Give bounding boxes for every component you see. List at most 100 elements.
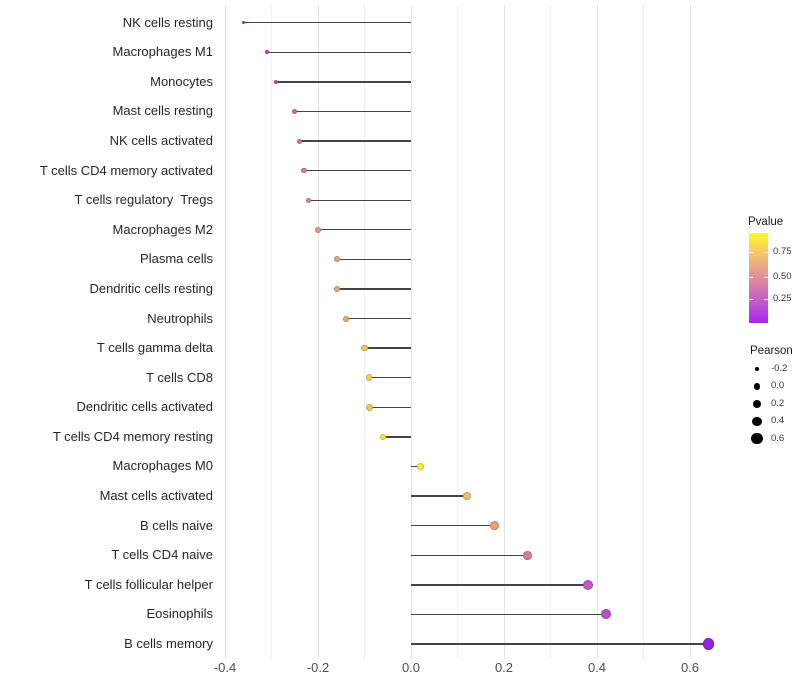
x-axis-tick-label: -0.2 (306, 660, 330, 675)
lollipop-dot (365, 374, 373, 382)
y-axis-label: Macrophages M1 (112, 44, 213, 60)
gridline-major (224, 5, 226, 659)
y-axis-label: T cells follicular helper (84, 576, 213, 592)
pvalue-tick-mark (764, 298, 768, 300)
lollipop-dot (333, 256, 340, 263)
gridline-major (689, 5, 691, 659)
pearson-legend-dot (753, 399, 761, 408)
lollipop-stick (411, 554, 528, 556)
x-axis-tick-label: 0.6 (680, 660, 700, 675)
x-axis-tick-label: 0.4 (587, 660, 607, 675)
pearson-legend-dot (754, 366, 760, 372)
lollipop-dot (490, 521, 500, 530)
lollipop-stick (364, 347, 411, 349)
x-axis-tick-label: 0.0 (401, 660, 421, 675)
lollipop-stick (411, 495, 467, 497)
pvalue-tick-mark (749, 251, 753, 253)
lollipop-stick (294, 110, 411, 113)
pearson-legend-label: -0.2 (771, 363, 788, 374)
lollipop-dot (333, 285, 340, 292)
pvalue-tick-mark (749, 298, 753, 300)
y-axis-label: Mast cells activated (99, 488, 213, 504)
y-axis-label: T cells CD8 (146, 369, 213, 385)
lollipop-dot (462, 492, 471, 501)
lollipop-dot (306, 197, 312, 203)
lollipop-stick (411, 465, 421, 468)
lollipop-stick (369, 377, 411, 379)
y-axis-label: Neutrophils (147, 310, 213, 326)
y-axis-label: T cells regulatory Tregs (74, 192, 213, 208)
lollipop-stick (345, 317, 411, 320)
gridline-minor (364, 5, 365, 659)
gridline-major (596, 5, 598, 659)
pvalue-tick-label: 0.75 (773, 245, 792, 257)
pearson-legend-dot (753, 383, 761, 390)
gridline-minor (550, 5, 551, 659)
lollipop-stick (369, 406, 411, 408)
lollipop-stick (276, 81, 411, 83)
y-axis-label: T cells CD4 memory activated (39, 162, 213, 178)
lollipop-dot (296, 138, 302, 144)
y-axis-label: T cells CD4 memory resting (52, 428, 213, 444)
pearson-legend-label: 0.6 (771, 432, 785, 444)
lollipop-stick (383, 436, 411, 438)
pearson-legend-label: 0.0 (771, 380, 785, 392)
lollipop-stick (336, 258, 411, 261)
lollipop-dot (379, 433, 387, 441)
lollipop-stick (243, 22, 411, 24)
y-axis-label: Macrophages M2 (112, 221, 213, 237)
pvalue-tick-label: 0.50 (773, 271, 792, 283)
lollipop-stick (266, 51, 411, 53)
gridline-minor (271, 5, 272, 659)
lollipop-dot (292, 108, 298, 114)
gridline-major (410, 5, 412, 659)
pearson-legend-dot (751, 432, 763, 445)
pvalue-tick-label: 0.25 (773, 292, 792, 304)
x-axis-tick-label: 0.2 (494, 660, 514, 675)
lollipop-dot (264, 50, 269, 55)
lollipop-stick (411, 643, 709, 645)
lollipop-stick (411, 613, 607, 616)
pearson-legend-label: 0.4 (771, 415, 785, 427)
y-axis-label: Plasma cells (140, 251, 213, 267)
lollipop-dot (522, 550, 532, 560)
lollipop-stick (336, 288, 411, 290)
legend-pvalue-title: Pvalue (748, 216, 784, 228)
y-axis-label: T cells gamma delta (96, 340, 213, 356)
x-axis-tick-label: -0.4 (213, 660, 237, 675)
lollipop-stick (299, 140, 411, 142)
lollipop-dot (315, 226, 321, 233)
lollipop-dot (582, 579, 593, 590)
lollipop-stick (304, 169, 411, 172)
legend-pearson-title: Pearson (750, 345, 793, 357)
gridline-major (317, 5, 319, 659)
lollipop-dot (601, 609, 612, 620)
y-axis-label: NK cells activated (109, 133, 213, 149)
y-axis-label: Monocytes (150, 73, 213, 89)
lollipop-dot (301, 167, 307, 174)
y-axis-label: Dendritic cells resting (89, 280, 213, 296)
lollipop-stick (411, 584, 588, 586)
y-axis-label: T cells CD4 naive (111, 547, 213, 563)
gridline-minor (457, 5, 458, 659)
lollipop-stick (318, 229, 411, 231)
lollipop-stick (308, 199, 411, 201)
pearson-legend-dot (752, 416, 762, 426)
y-axis-label: Mast cells resting (112, 103, 213, 119)
lollipop-dot (242, 21, 245, 25)
pvalue-tick-mark (749, 277, 753, 279)
lollipop-dot (361, 344, 368, 352)
y-axis-label: Eosinophils (146, 606, 214, 622)
lollipop-dot (702, 638, 715, 650)
lollipop-dot (365, 403, 373, 411)
gridline-minor (643, 5, 644, 659)
gridline-major (503, 5, 505, 659)
pvalue-gradient-bar (749, 233, 768, 323)
lollipop-dot (416, 462, 424, 471)
y-axis-label: Macrophages M0 (112, 458, 213, 474)
y-axis-label: B cells naive (140, 517, 213, 533)
y-axis-label: NK cells resting (122, 14, 213, 30)
pvalue-tick-mark (764, 251, 768, 253)
y-axis-label: B cells memory (124, 635, 213, 651)
